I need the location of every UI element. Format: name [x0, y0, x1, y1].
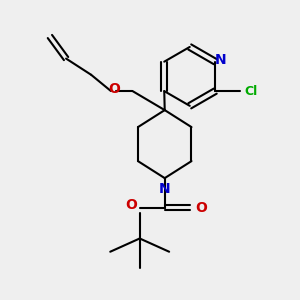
Text: O: O — [109, 82, 121, 96]
Text: N: N — [215, 53, 226, 67]
Text: N: N — [159, 182, 170, 196]
Text: O: O — [125, 198, 137, 212]
Text: Cl: Cl — [245, 85, 258, 98]
Text: O: O — [195, 201, 207, 214]
